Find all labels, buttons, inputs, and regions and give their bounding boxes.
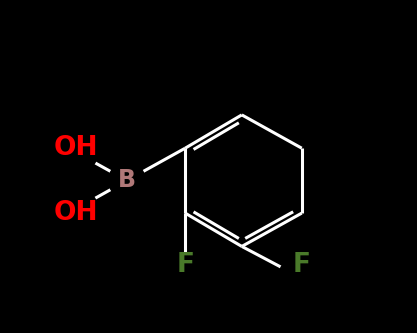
Circle shape [39, 183, 98, 243]
Text: OH: OH [54, 135, 98, 161]
Circle shape [279, 255, 325, 301]
Text: OH: OH [54, 200, 98, 226]
Circle shape [39, 118, 98, 178]
Text: F: F [293, 252, 311, 278]
Text: F: F [176, 252, 194, 278]
Circle shape [162, 255, 208, 301]
Circle shape [108, 162, 145, 199]
Text: B: B [118, 168, 136, 192]
